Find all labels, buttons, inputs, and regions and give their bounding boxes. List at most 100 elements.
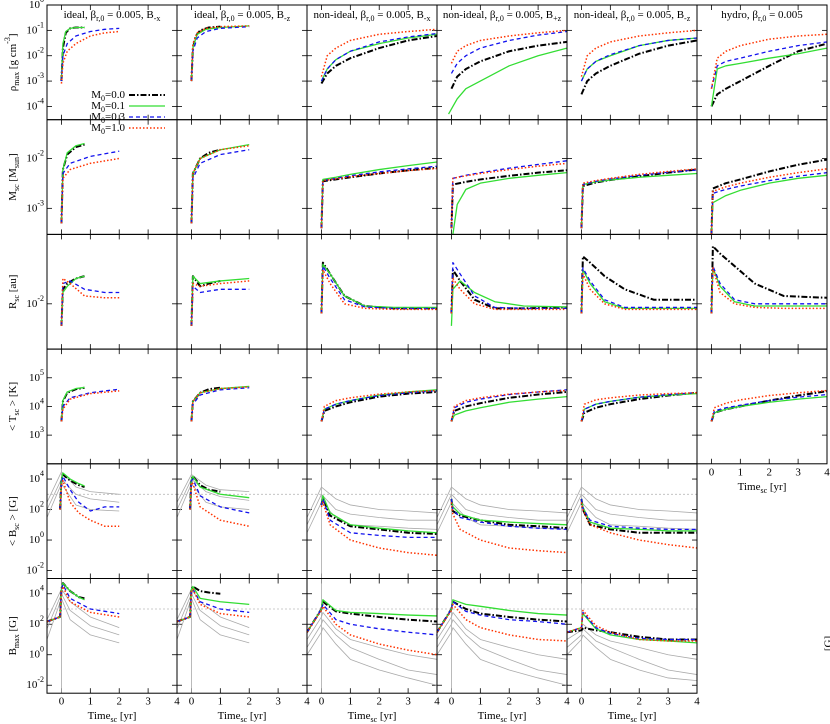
column-title: ideal, βr,0 = 0.005, B-x xyxy=(64,9,161,24)
y-axis-label: Msc [Msun] xyxy=(7,153,22,200)
column-title: non-ideal, βr,0 = 0.005, B-z xyxy=(574,9,691,24)
x-axis-label-part: Time xyxy=(88,710,111,722)
y-tick-label: 102 xyxy=(29,500,44,515)
y-axis-label-part: B xyxy=(7,648,19,655)
series-line xyxy=(580,39,697,95)
y-tick-label-part: 10 xyxy=(29,648,41,660)
plot-area xyxy=(190,143,250,224)
series-line xyxy=(580,392,697,422)
y-tick-label-part: 10 xyxy=(29,473,41,485)
series-line xyxy=(60,277,120,326)
series-line xyxy=(177,588,250,623)
panel xyxy=(306,119,438,235)
panel-frame xyxy=(46,119,178,235)
legend-label-part: M xyxy=(91,122,101,134)
x-tick-label: 3 xyxy=(275,696,281,708)
legend-label-part: =0.1 xyxy=(105,100,125,112)
panel-frame xyxy=(176,233,308,350)
y-tick-label-part: 10 xyxy=(29,618,41,630)
x-tick-label: 3 xyxy=(795,466,801,478)
x-axis-label: Timesc [yr] xyxy=(738,480,787,495)
series-line xyxy=(580,37,697,82)
plot-area xyxy=(580,391,697,422)
y-tick-label-part: 10 xyxy=(26,679,38,691)
panel-frame xyxy=(306,119,438,235)
series-line xyxy=(320,165,437,229)
series-line xyxy=(190,25,250,82)
series-line xyxy=(320,390,437,422)
panel xyxy=(306,233,438,350)
column-title-part: non-ideal, β xyxy=(314,9,367,21)
gray-line xyxy=(307,627,437,686)
column-title-part: non-ideal, β xyxy=(443,9,496,21)
y-axis-label: < Bsc > [G] xyxy=(7,496,22,546)
legend-label-part: M xyxy=(91,111,101,123)
series-line xyxy=(320,501,437,557)
x-tick-label: 1 xyxy=(478,696,484,708)
y-tick-label-part: 5 xyxy=(40,368,44,377)
plot-area xyxy=(47,578,177,694)
y-axis-label-part: M xyxy=(7,191,19,201)
gray-line xyxy=(567,486,697,518)
panel-frame xyxy=(306,463,438,579)
gray-line xyxy=(47,483,120,518)
series-line xyxy=(580,392,697,422)
column-title-part: hydro, β xyxy=(721,9,758,21)
y-tick-label-part: 2 xyxy=(40,500,44,509)
plot-area xyxy=(447,29,567,115)
legend-label-part: 0 xyxy=(101,116,105,125)
legend-label: M0=1.0 xyxy=(91,122,125,137)
legend-label: M0=0.3 xyxy=(91,111,125,126)
legend-label: M0=0.0 xyxy=(91,89,125,104)
y-tick-label: 10-2 xyxy=(26,149,44,164)
series-line xyxy=(447,47,567,115)
panel xyxy=(46,578,178,694)
y-axis-label: < Tsc > [K] xyxy=(7,382,22,431)
panel-frame xyxy=(46,578,178,694)
gray-line xyxy=(47,597,120,644)
y-tick-label-part: 10 xyxy=(29,0,41,11)
series-line xyxy=(710,172,827,235)
series-line xyxy=(60,27,120,82)
plot-area xyxy=(320,161,437,229)
x-tick-label: 4 xyxy=(694,696,700,708)
y-tick-label: 10-1 xyxy=(26,21,44,36)
y-tick-label-part: 10 xyxy=(26,49,38,61)
gray-line xyxy=(307,611,437,660)
x-tick-label: 4 xyxy=(304,696,310,708)
y-tick-label-part: 10 xyxy=(26,564,38,576)
y-tick-label-part: -1 xyxy=(37,21,44,30)
series-line xyxy=(320,167,437,229)
series-line xyxy=(60,157,120,224)
y-tick-label-part: 4 xyxy=(40,584,44,593)
series-line xyxy=(450,498,567,530)
panel xyxy=(566,348,698,465)
panel-frame xyxy=(46,233,178,350)
panel xyxy=(436,578,568,694)
legend-label-part: M xyxy=(91,89,101,101)
panel xyxy=(566,463,698,579)
series-line xyxy=(450,389,567,422)
series-line xyxy=(450,162,567,229)
column-title-part: r,0 xyxy=(366,14,374,23)
gray-line xyxy=(177,597,250,644)
series-line xyxy=(320,161,437,229)
series-line xyxy=(450,30,567,74)
series-line xyxy=(190,275,221,326)
plot-area xyxy=(710,33,827,107)
series-line xyxy=(320,269,437,314)
gray-line xyxy=(47,478,120,510)
series-line xyxy=(190,148,221,224)
y-axis-label-part: ] xyxy=(7,153,19,157)
y-tick-label-part: 10 xyxy=(29,371,41,383)
series-line xyxy=(580,29,697,77)
x-tick-label: 2 xyxy=(636,696,642,708)
panel xyxy=(306,348,438,465)
column-title-part: ideal, β xyxy=(194,9,227,21)
series-line xyxy=(710,41,827,89)
x-tick-label: 0 xyxy=(59,696,65,708)
y-tick-label: 10-3 xyxy=(26,71,44,86)
x-axis-label-part: sc xyxy=(500,716,507,724)
